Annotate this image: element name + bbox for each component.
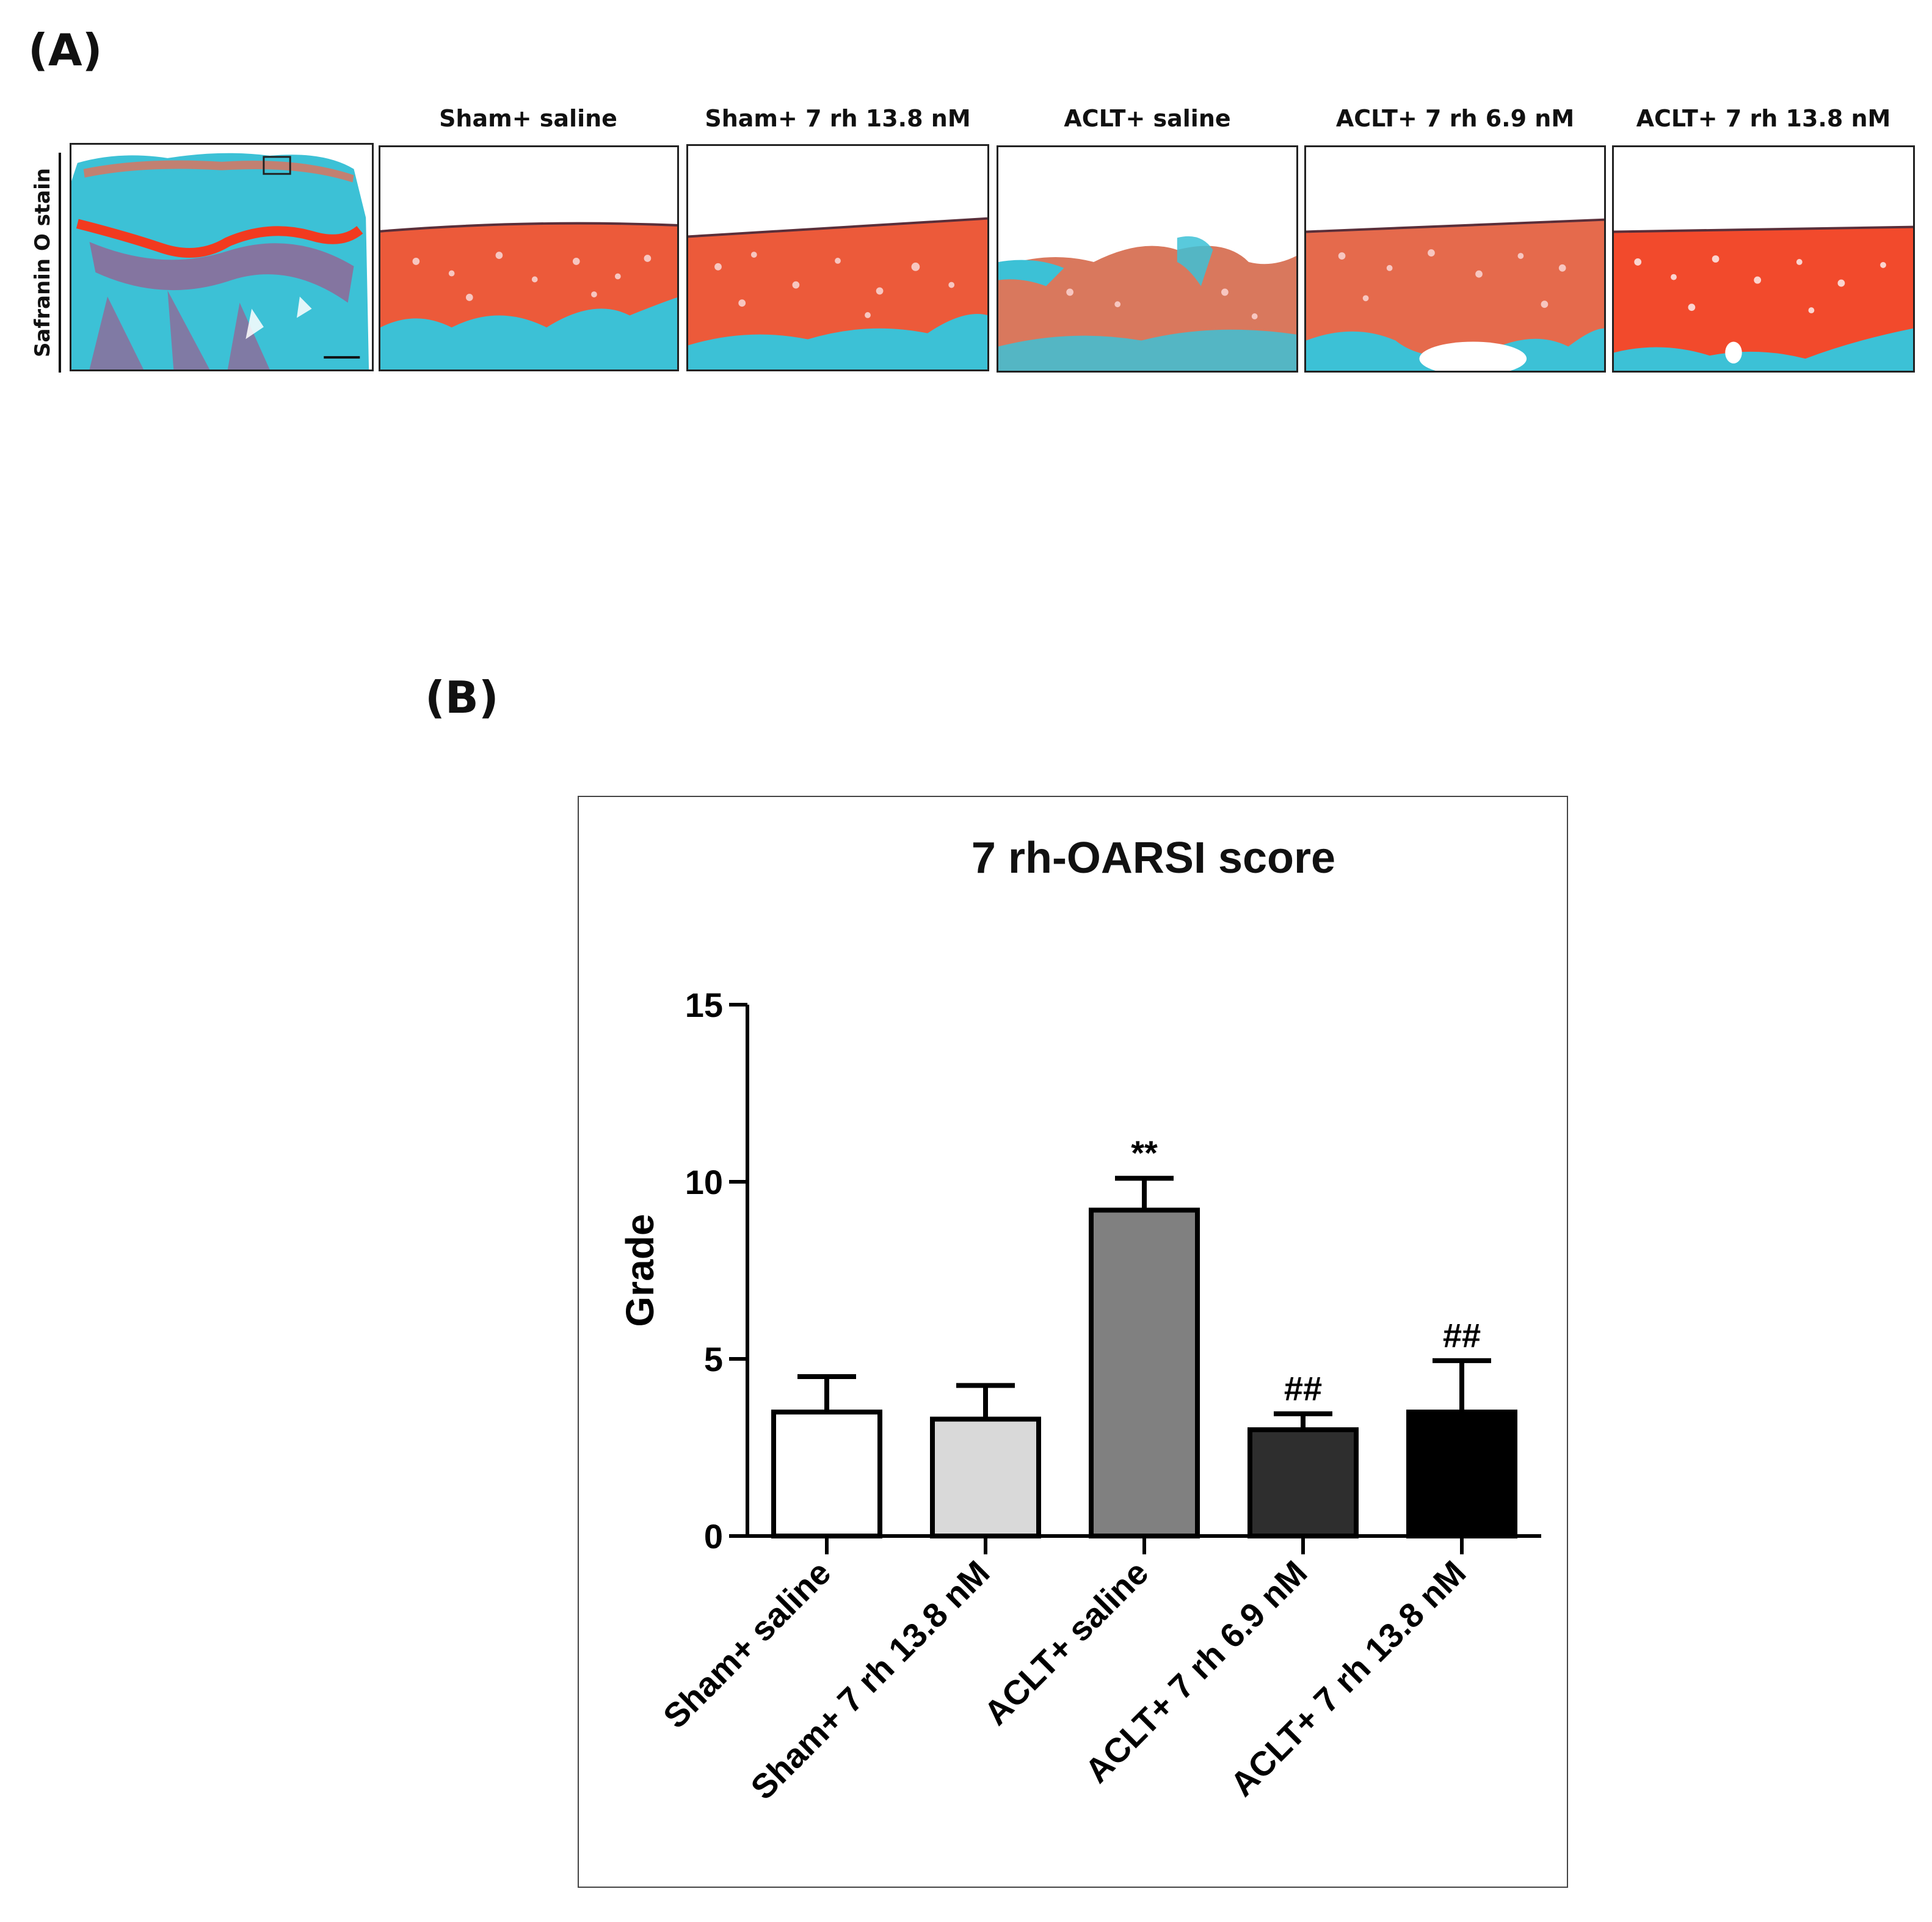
bar: [771, 1410, 882, 1538]
micrograph-sham-saline: [379, 145, 679, 371]
column-title-3: ACLT+ saline: [1064, 105, 1231, 132]
chart-title: 7 rh-OARSI score: [971, 834, 1335, 883]
significance-label: **: [1131, 1134, 1158, 1172]
micrograph-sham-7rh-13-8: [686, 144, 989, 371]
bar: [930, 1416, 1041, 1538]
significance-label: ##: [1284, 1369, 1322, 1408]
panel-b-label: (B): [425, 672, 499, 723]
x-tick-label: Sham+ saline: [656, 1553, 838, 1736]
y-tick-label: 0: [704, 1517, 723, 1556]
panel-a-label: (A): [28, 24, 103, 76]
micrograph-overview: [70, 143, 374, 371]
y-axis-label: Grade: [618, 1214, 662, 1327]
micrograph-aclt-7rh-13-8: [1612, 145, 1915, 373]
chart-frame: 7 rh-OARSI score 0 5 10 15 Grade Sham+ saline S…: [578, 796, 1568, 1888]
micrograph-aclt-7rh-6-9: [1304, 145, 1606, 373]
bar: [1089, 1207, 1200, 1538]
column-title-1: Sham+ saline: [439, 105, 617, 132]
stain-axis-line: [59, 153, 61, 373]
significance-label: ##: [1443, 1316, 1481, 1355]
y-tick-label: 10: [685, 1163, 723, 1201]
y-tick-label: 5: [704, 1340, 723, 1378]
y-tick-label: 15: [685, 986, 723, 1024]
stain-axis: Safranin O stain: [24, 153, 67, 373]
bar: [1247, 1427, 1359, 1538]
x-tick-label: ACLT+ saline: [976, 1553, 1156, 1733]
bar: [1406, 1410, 1517, 1538]
micrograph-aclt-saline: [997, 145, 1298, 373]
column-title-2: Sham+ 7 rh 13.8 nM: [705, 105, 971, 132]
column-title-4: ACLT+ 7 rh 6.9 nM: [1335, 105, 1575, 132]
column-title-5: ACLT+ 7 rh 13.8 nM: [1636, 105, 1891, 132]
stain-label: Safranin O stain: [31, 168, 55, 357]
